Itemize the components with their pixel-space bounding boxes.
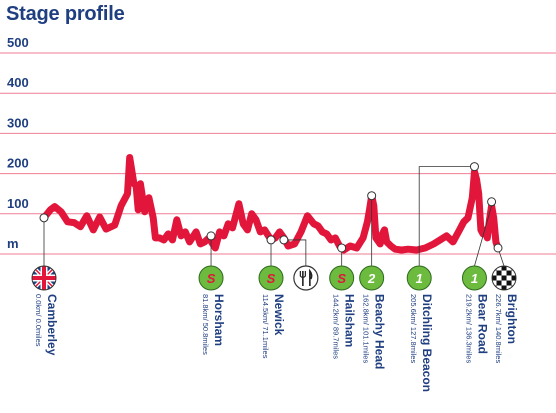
point-distance-label: 81.8km/ 50.8miles	[201, 294, 210, 355]
badge-label: 1	[471, 271, 478, 286]
knife-blade	[309, 268, 313, 286]
sprint-badge-icon: S	[329, 265, 355, 291]
checker-square	[496, 270, 502, 276]
checker-square	[496, 280, 502, 286]
connector-line	[283, 239, 307, 266]
profile-marker	[487, 197, 497, 207]
checker-square	[506, 270, 512, 276]
checker-square	[506, 280, 512, 286]
point-name-label: Beachy Head	[373, 294, 387, 369]
badge-label: 2	[367, 271, 376, 286]
badge-circle	[359, 265, 385, 291]
climb-badge-icon: 1	[406, 265, 432, 291]
union-flag-icon	[31, 265, 57, 291]
y-tick-label: 200	[7, 156, 29, 171]
profile-marker	[39, 213, 49, 223]
connector-line	[474, 205, 492, 267]
point-distance-label: 114.5km/ 71.1miles	[261, 294, 270, 359]
checker-square	[511, 275, 517, 281]
point-distance-label: 162.8km/ 101.1miles	[362, 294, 371, 363]
badge-circle	[461, 265, 487, 291]
flag-ring	[31, 265, 57, 291]
badge-circle	[406, 265, 432, 291]
checker-body	[492, 266, 517, 290]
point-distance-label: 0.0km/ 0.0miles	[34, 294, 43, 347]
badge-label: 1	[416, 271, 423, 286]
profile-point-feed-zone	[279, 235, 319, 291]
point-name-label: Horsham	[212, 294, 226, 346]
point-name-label: Ditchling Beacon	[420, 294, 434, 392]
checker-ring	[491, 265, 517, 291]
connector-line	[418, 166, 475, 266]
flag-cross-v-red	[42, 266, 46, 290]
profile-marker	[367, 191, 377, 201]
badge-circle	[198, 265, 224, 291]
badge-circle	[258, 265, 284, 291]
point-name-label: Brighton	[505, 294, 519, 344]
badge-label: S	[337, 271, 346, 286]
point-distance-label: 226.7km/ 140.8miles	[494, 294, 503, 363]
y-tick-label: 400	[7, 75, 29, 90]
y-tick-label: 500	[7, 35, 29, 50]
profile-marker	[337, 243, 347, 253]
point-distance-label: 219.2km/ 136.3miles	[464, 294, 473, 363]
point-distance-label: 205.6km/ 127.8miles	[409, 294, 418, 363]
climb-badge-icon: 1	[461, 265, 487, 291]
point-distance-label: 144.2km/ 89.7miles	[332, 294, 341, 359]
profile-marker	[266, 235, 276, 245]
y-tick-label: 300	[7, 115, 29, 130]
profile-marker	[279, 235, 289, 245]
grid-layer: 500 400 300 200 100 m	[0, 35, 556, 255]
badge-label: S	[267, 271, 276, 286]
fork-knife-icon	[293, 265, 319, 291]
profile-marker	[206, 231, 216, 241]
sprint-badge-icon: S	[198, 265, 224, 291]
chequered-flag-icon	[491, 265, 517, 291]
flag-body	[32, 266, 56, 290]
sprint-badge-icon: S	[258, 265, 284, 291]
profile-marker	[493, 243, 503, 253]
checker-square	[501, 285, 507, 290]
y-tick-label: 100	[7, 196, 29, 211]
checker-square	[501, 275, 507, 281]
checker-square	[501, 266, 507, 271]
point-name-label: Newick	[272, 294, 286, 336]
page-title: Stage profile	[6, 3, 125, 25]
profile-marker	[469, 162, 479, 172]
checker-square	[492, 275, 497, 281]
point-name-label: Camberley	[45, 294, 59, 356]
feed-circle	[293, 265, 319, 291]
point-name-label: Bear Road	[475, 294, 489, 354]
fork-tines	[299, 271, 306, 279]
climb-badge-icon: 2	[359, 265, 385, 291]
badge-circle	[329, 265, 355, 291]
badge-label: S	[207, 271, 216, 286]
point-name-label: Hailsham	[343, 294, 357, 347]
y-tick-label: m	[7, 236, 19, 251]
